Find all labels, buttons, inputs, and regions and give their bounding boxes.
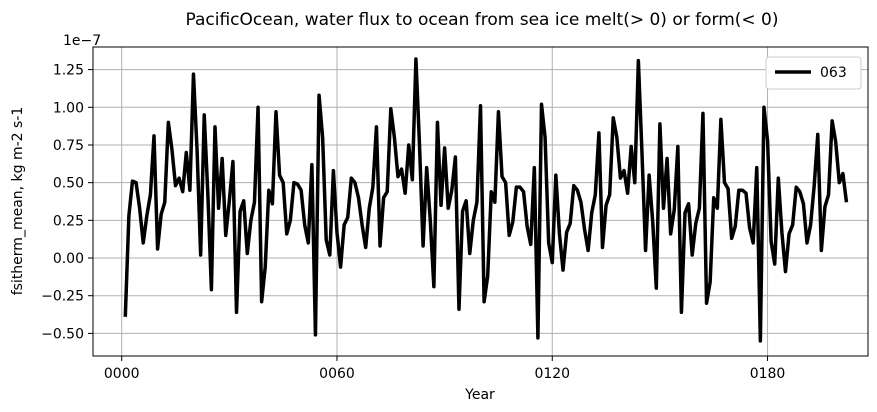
chart-title: PacificOcean, water flux to ocean from s…	[185, 10, 778, 30]
legend: 063	[765, 56, 862, 90]
y-tick-label: 1.25	[53, 63, 84, 79]
x-tick-label: 0120	[534, 366, 570, 382]
series-line-063	[123, 57, 849, 343]
legend-label: 063	[820, 65, 847, 81]
y-tick-label: 0.75	[53, 138, 84, 154]
y-tick-labels: −0.50 −0.25 0.00 0.25 0.50 0.75 1.00 1.25	[41, 63, 84, 343]
x-tick-label: 0180	[750, 366, 786, 382]
series-layer	[123, 57, 849, 343]
legend-box	[765, 56, 862, 90]
y-tick-label: −0.50	[41, 326, 84, 342]
y-tick-label: 0.00	[53, 251, 84, 267]
x-tick-labels: 0000 0060 0120 0180	[104, 366, 785, 382]
y-scale-label: 1e−7	[63, 33, 101, 49]
x-tick-label: 0000	[104, 366, 140, 382]
x-axis-label: Year	[464, 387, 495, 403]
axis-ticks	[88, 69, 769, 361]
plot-frame	[92, 46, 869, 357]
y-tick-label: 1.00	[53, 100, 84, 116]
y-tick-label: 0.50	[53, 176, 84, 192]
y-tick-label: 0.25	[53, 213, 84, 229]
y-tick-label: −0.25	[41, 289, 84, 305]
x-tick-label: 0060	[319, 366, 355, 382]
y-axis-label: fsitherm_mean, kg m-2 s-1	[10, 107, 26, 296]
